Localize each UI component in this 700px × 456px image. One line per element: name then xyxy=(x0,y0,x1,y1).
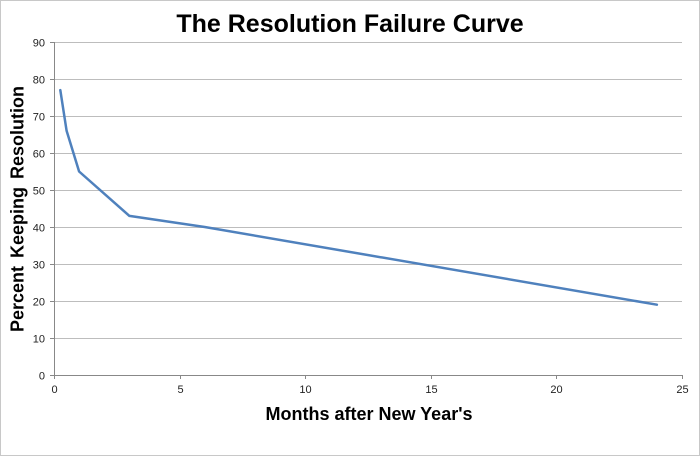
y-tick-labels: 0 10 20 30 40 50 60 70 80 90 xyxy=(33,38,45,383)
y-tick-label: 50 xyxy=(33,186,45,198)
y-tick-label: 20 xyxy=(33,297,45,309)
y-tick-label: 70 xyxy=(33,112,45,124)
y-tick-label: 40 xyxy=(33,223,45,235)
x-tick-labels: 0 5 10 15 20 25 xyxy=(51,384,688,396)
y-tick-label: 60 xyxy=(33,149,45,161)
y-tick-label: 80 xyxy=(33,75,45,87)
x-tick-label: 10 xyxy=(299,384,311,396)
y-tick-label: 30 xyxy=(33,260,45,272)
y-tick-label: 0 xyxy=(39,371,45,383)
series-layer xyxy=(59,88,659,306)
y-tick-label: 10 xyxy=(33,334,45,346)
x-tick-label: 0 xyxy=(51,384,57,396)
x-tick-label: 25 xyxy=(676,384,688,396)
gridlines xyxy=(54,42,682,339)
x-axis-title: Months after New Year's xyxy=(265,404,473,424)
axes xyxy=(50,42,683,379)
y-axis-title: Percent Keeping Resolution xyxy=(7,85,28,333)
chart-title: The Resolution Failure Curve xyxy=(176,10,524,38)
x-tick-label: 15 xyxy=(425,384,437,396)
x-tick-label: 20 xyxy=(550,384,562,396)
y-tick-label: 90 xyxy=(33,38,45,50)
x-tick-label: 5 xyxy=(177,384,183,396)
series-line xyxy=(59,88,659,306)
